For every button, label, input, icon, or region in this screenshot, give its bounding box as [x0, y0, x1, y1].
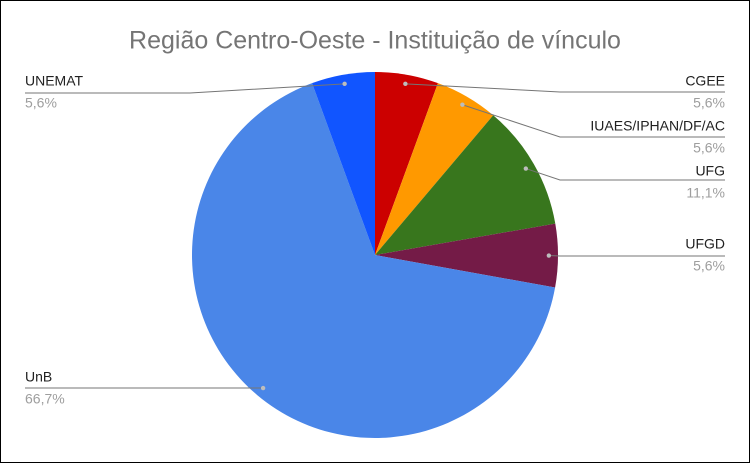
slice-label: CGEE [685, 73, 725, 89]
leader-dot [546, 253, 552, 258]
leader-line [462, 104, 725, 138]
slice-value: 11,1% [686, 185, 725, 201]
slice-value: 5,6% [693, 95, 725, 111]
slice-label: IUAES/IPHAN/DF/AC [590, 118, 725, 134]
leader-line [405, 83, 725, 93]
slice-value: 5,6% [693, 140, 725, 156]
leader-dot [260, 385, 266, 391]
slice-label: UnB [25, 369, 52, 385]
leader-line [525, 168, 725, 181]
slice-value: 5,6% [693, 258, 725, 274]
leader-line [25, 83, 345, 94]
leader-dot [403, 81, 408, 87]
slice-value: 5,6% [25, 95, 57, 111]
pie-slice [191, 83, 556, 438]
pie-slice [375, 223, 558, 288]
slice-value: 66,7% [25, 391, 65, 407]
pie-slice [375, 115, 556, 256]
pie-slice [375, 83, 494, 255]
slice-label: UFG [695, 163, 725, 179]
chart-title: Região Centro-Oeste - Instituição de vín… [129, 27, 621, 55]
leader-dot [460, 102, 465, 107]
slice-label: UFGD [685, 236, 725, 252]
leader-dot [523, 166, 529, 171]
pie-slice [312, 72, 375, 255]
leader-dot [342, 81, 347, 87]
slice-label: UNEMAT [25, 73, 84, 89]
pie-slice [375, 72, 438, 255]
